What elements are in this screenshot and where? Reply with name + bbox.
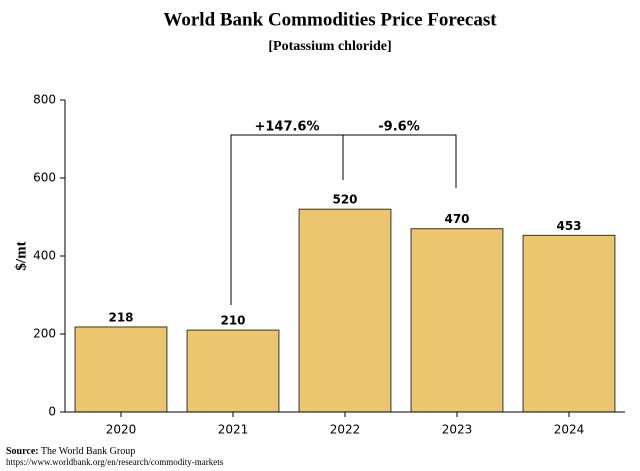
x-tick-label: 2021 (218, 423, 249, 437)
bar (522, 234, 616, 413)
y-tick-label: 200 (33, 327, 56, 341)
bracket (343, 134, 457, 188)
bracket (230, 134, 344, 305)
chart-subtitle: [Potassium chloride] (268, 39, 391, 54)
source: Source: The World Bank Group (6, 446, 135, 457)
y-tick-label: 0 (48, 405, 56, 419)
data-label: 453 (556, 219, 581, 233)
x-tick-label: 2023 (442, 423, 473, 437)
data-label: 520 (332, 193, 357, 207)
bar (298, 208, 392, 413)
source-label: Source: (6, 446, 39, 457)
bar (410, 228, 504, 413)
source-text: The World Bank Group (41, 446, 135, 457)
y-tick-label: 800 (33, 93, 56, 107)
annotation: -9.6% (378, 120, 419, 135)
chart-title: World Bank Commodities Price Forecast (163, 9, 497, 30)
x-tick-label: 2020 (106, 423, 137, 437)
bar (74, 326, 168, 413)
y-tick-label: 400 (33, 249, 56, 263)
y-axis-label: $/mt (13, 241, 29, 270)
data-label: 470 (444, 212, 469, 226)
bar (186, 329, 280, 413)
data-label: 218 (108, 310, 133, 324)
annotation: +147.6% (254, 120, 319, 135)
x-tick-label: 2022 (330, 423, 361, 437)
x-tick-label: 2024 (554, 423, 585, 437)
annotation-brackets (230, 134, 457, 305)
y-tick-label: 600 (33, 171, 56, 185)
source-url: https://www.worldbank.org/en/research/co… (6, 457, 224, 467)
data-label: 210 (220, 314, 245, 328)
